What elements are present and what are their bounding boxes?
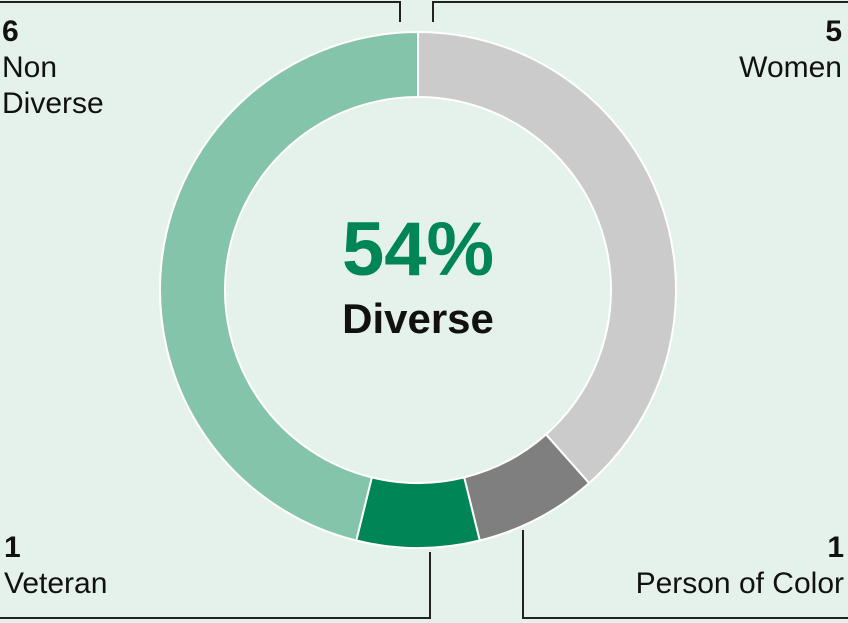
center-subtitle: Diverse — [342, 295, 494, 342]
segment-label: 6 Non Diverse — [2, 14, 122, 122]
leader-line — [432, 1, 848, 22]
segments — [159, 30, 677, 549]
segment-label: 5 Women — [542, 14, 842, 86]
segment-value: 5 — [825, 15, 842, 48]
segment — [417, 30, 677, 485]
segment-name: Veteran — [4, 567, 108, 600]
center-value: 54% — [342, 207, 494, 292]
leader-line — [0, 1, 401, 22]
segment-value: 1 — [827, 531, 844, 564]
leader-line — [522, 530, 848, 619]
segment-value: 6 — [2, 15, 19, 48]
segment-name: Women — [739, 51, 842, 84]
segment-value: 1 — [4, 531, 21, 564]
segment-label: 1 Person of Color — [544, 530, 844, 602]
segment — [355, 476, 481, 549]
segment-label: 1 Veteran — [4, 530, 204, 602]
leader-line — [0, 552, 431, 619]
segment-name: Non Diverse — [2, 51, 104, 120]
segment-name: Person of Color — [635, 567, 844, 600]
segment — [159, 30, 419, 542]
